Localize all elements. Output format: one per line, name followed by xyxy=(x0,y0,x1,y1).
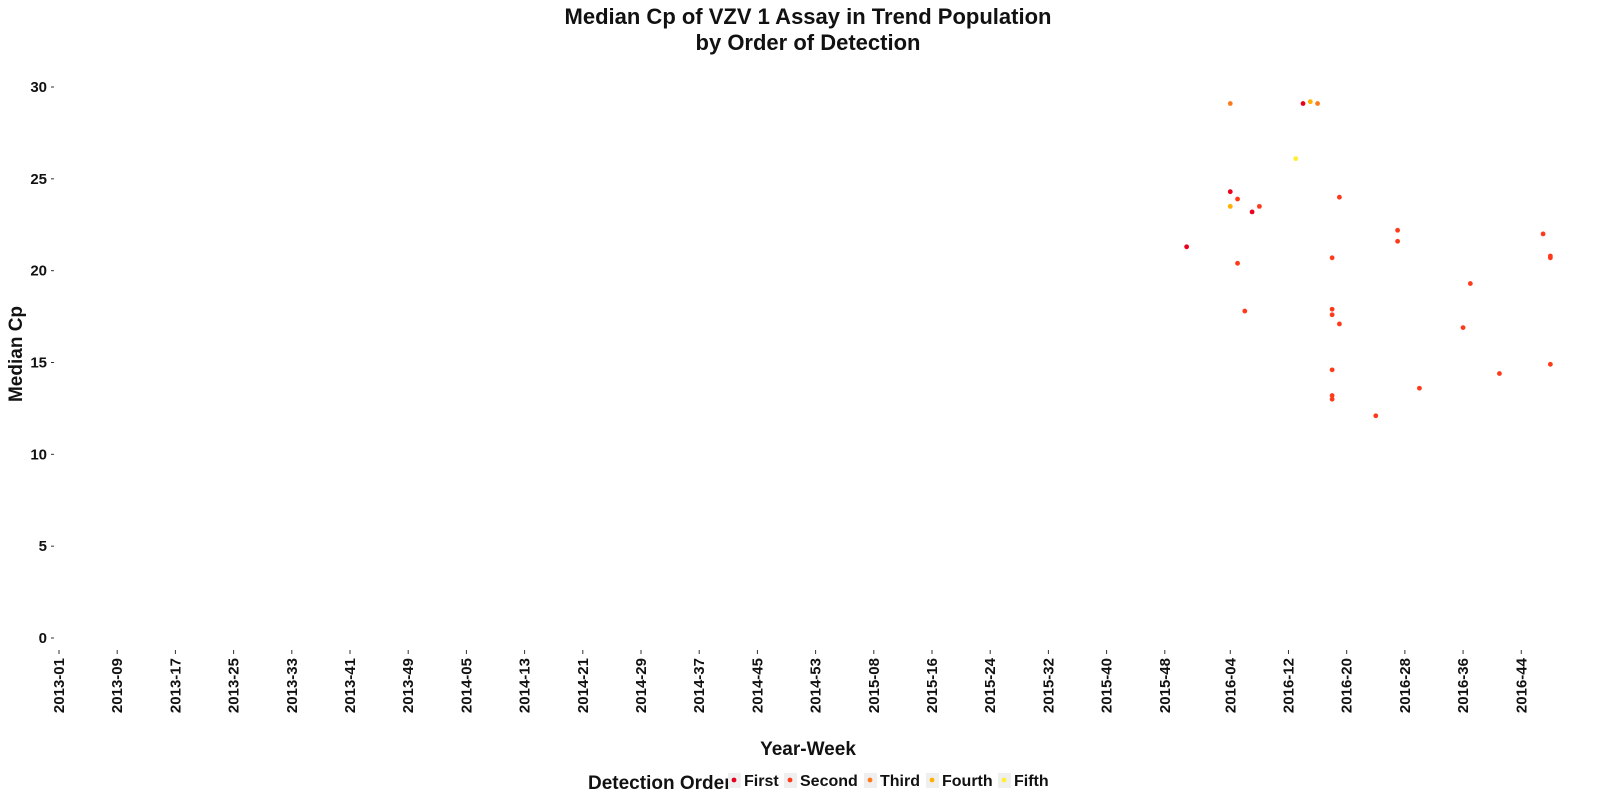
chart-title-line-1: Median Cp of VZV 1 Assay in Trend Popula… xyxy=(565,4,1052,29)
x-tick-label: 2016-44 xyxy=(1513,657,1530,713)
x-tick-label: 2014-37 xyxy=(691,658,708,713)
legend-entry-label: Fourth xyxy=(942,773,993,790)
point-second xyxy=(1329,306,1335,312)
x-tick-label: 2013-33 xyxy=(284,658,301,713)
point-second xyxy=(1337,321,1342,327)
legend-entry-label: Fifth xyxy=(1014,773,1049,790)
x-tick-label: 2013-49 xyxy=(400,658,417,713)
x-tick-label: 2013-17 xyxy=(167,658,184,713)
x-tick-label: 2016-36 xyxy=(1455,658,1472,713)
y-axis: 0 5 10 15 20 25 30 xyxy=(30,79,54,647)
legend-entry-label: Third xyxy=(880,773,920,790)
point-second xyxy=(1460,325,1466,331)
legend-key-dot xyxy=(1001,777,1007,783)
x-tick-label: 2015-32 xyxy=(1040,658,1057,713)
point-second xyxy=(1235,260,1240,266)
x-tick-label: 2015-24 xyxy=(982,657,999,713)
y-tick-label: 0 xyxy=(39,630,47,647)
y-axis-title: Median Cp xyxy=(6,306,27,402)
point-second xyxy=(1395,238,1400,244)
point-second xyxy=(1329,312,1335,318)
legend-key-dot xyxy=(867,777,873,783)
point-second xyxy=(1373,413,1379,419)
point-first xyxy=(1300,101,1306,106)
point-second xyxy=(1329,393,1335,398)
point-fourth xyxy=(1227,203,1233,209)
point-second xyxy=(1497,371,1502,376)
x-tick-label: 2014-05 xyxy=(458,658,475,713)
point-second xyxy=(1329,255,1335,261)
x-axis: 2013-01 2013-09 2013-17 2013-25 2013-33 2013-… xyxy=(51,650,1530,713)
legend-key-dot xyxy=(731,777,737,783)
point-first xyxy=(1227,189,1233,195)
x-tick-label: 2013-01 xyxy=(51,658,68,713)
x-tick-label: 2016-28 xyxy=(1397,658,1414,713)
point-second xyxy=(1540,231,1546,237)
legend-key-dot xyxy=(787,777,793,783)
point-second xyxy=(1417,385,1422,391)
x-tick-label: 2015-08 xyxy=(866,658,883,713)
legend: Detection Order First Second Third Fourth Fi… xyxy=(588,773,1049,794)
x-tick-label: 2015-16 xyxy=(924,658,941,713)
y-tick-label: 30 xyxy=(30,79,47,96)
y-tick-label: 5 xyxy=(39,538,47,555)
point-fourth xyxy=(1307,99,1313,105)
y-tick-label: 20 xyxy=(30,263,47,280)
point-second xyxy=(1256,203,1262,209)
data-points xyxy=(1184,99,1553,419)
point-fifth xyxy=(1293,156,1299,162)
x-tick-label: 2013-25 xyxy=(226,658,243,713)
x-tick-label: 2016-12 xyxy=(1280,658,1297,713)
point-second xyxy=(1395,227,1400,233)
point-third xyxy=(1227,101,1233,106)
x-axis-title: Year-Week xyxy=(760,739,856,760)
x-tick-label: 2016-04 xyxy=(1222,657,1239,713)
point-second xyxy=(1547,255,1553,261)
legend-entry-label: Second xyxy=(800,773,858,790)
x-tick-label: 2014-13 xyxy=(517,658,534,713)
point-second xyxy=(1547,361,1553,367)
y-tick-label: 10 xyxy=(30,446,47,463)
chart-title-line-2: by Order of Detection xyxy=(696,30,921,55)
point-first xyxy=(1184,244,1190,250)
point-second xyxy=(1467,281,1473,286)
y-tick-label: 15 xyxy=(30,355,47,372)
point-second xyxy=(1329,396,1335,402)
y-tick-label: 25 xyxy=(30,171,47,188)
x-tick-label: 2014-21 xyxy=(575,658,592,713)
x-tick-label: 2015-48 xyxy=(1157,658,1174,713)
point-first xyxy=(1249,209,1255,215)
point-second xyxy=(1337,194,1342,200)
x-tick-label: 2016-20 xyxy=(1339,658,1356,713)
point-second xyxy=(1329,367,1335,373)
point-second xyxy=(1242,308,1248,314)
x-tick-label: 2015-40 xyxy=(1099,658,1116,713)
x-tick-label: 2014-45 xyxy=(749,658,766,713)
x-tick-label: 2014-53 xyxy=(808,658,825,713)
legend-key-dot xyxy=(929,777,935,783)
legend-title: Detection Order xyxy=(588,773,732,794)
point-second xyxy=(1235,196,1240,202)
x-tick-label: 2013-41 xyxy=(342,658,359,713)
x-tick-label: 2014-29 xyxy=(633,658,650,713)
x-tick-label: 2013-09 xyxy=(109,658,126,713)
point-third xyxy=(1315,101,1320,106)
legend-entry-label: First xyxy=(744,773,779,790)
